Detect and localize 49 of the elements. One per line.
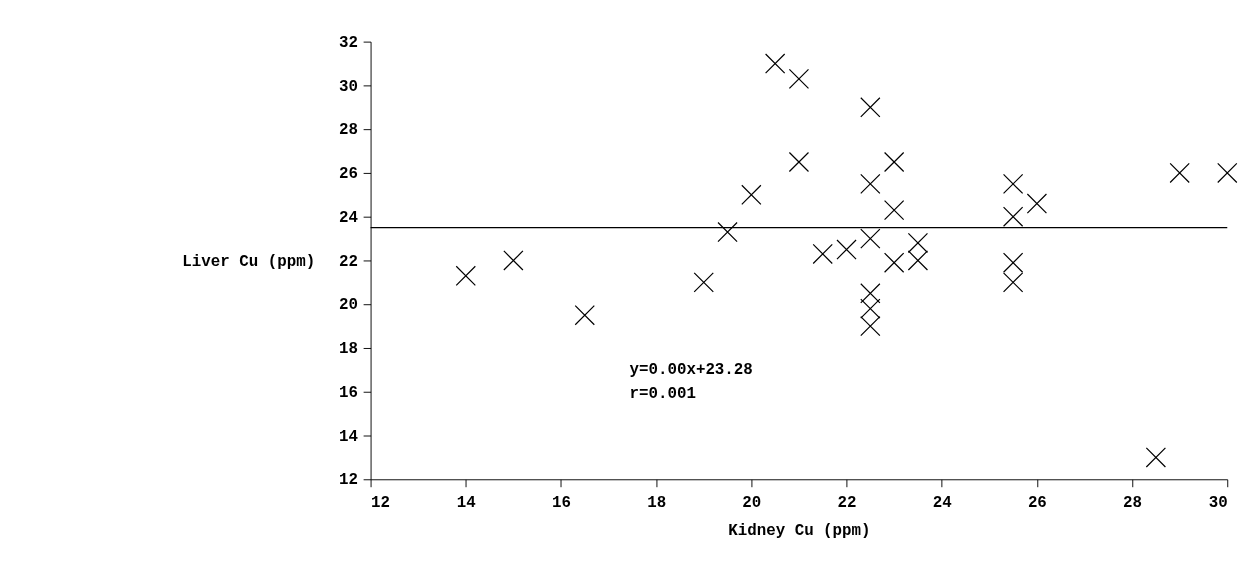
x-tick-label: 18 — [647, 493, 667, 512]
point — [883, 151, 905, 173]
y-tick-label: 26 — [339, 165, 359, 184]
y-tick-label: 20 — [339, 296, 359, 315]
point — [788, 68, 810, 90]
point — [693, 272, 714, 293]
point — [860, 97, 881, 118]
x-tick-label: 30 — [1208, 493, 1228, 512]
point — [836, 239, 857, 260]
x-tick-label: 20 — [742, 493, 762, 512]
point — [860, 173, 881, 195]
x-tick-label: 14 — [456, 493, 477, 512]
y-tick-label: 12 — [339, 471, 359, 490]
point — [812, 243, 833, 265]
point — [1169, 162, 1190, 184]
point — [1002, 173, 1024, 195]
point — [764, 53, 786, 74]
x-axis-title: Kidney Cu (ppm) — [728, 521, 871, 540]
point — [860, 228, 881, 249]
point — [860, 283, 881, 304]
point — [1145, 447, 1167, 468]
point — [1002, 206, 1024, 227]
x-tick-label: 28 — [1123, 493, 1143, 512]
x-tick-label: 26 — [1027, 493, 1047, 512]
y-tick-label: 14 — [339, 427, 359, 446]
y-tick-label: 28 — [339, 121, 359, 140]
y-tick-label: 16 — [339, 383, 359, 402]
y-tick-label: 32 — [339, 33, 359, 52]
point — [503, 250, 524, 271]
x-tick-label: 12 — [371, 493, 391, 512]
point — [1217, 162, 1238, 184]
point — [1026, 193, 1048, 214]
point — [883, 200, 905, 221]
y-tick-label: 30 — [339, 77, 359, 96]
y-axis-title: Liver Cu (ppm) — [182, 252, 316, 271]
annotation: r=0.001 — [629, 385, 696, 404]
point — [883, 252, 905, 273]
x-tick-label: 16 — [551, 493, 571, 512]
annotation: y=0.00x+23.28 — [629, 361, 753, 380]
x-tick-label: 22 — [837, 493, 857, 512]
y-tick-label: 22 — [339, 252, 359, 271]
point — [455, 265, 476, 286]
point — [717, 221, 738, 243]
point — [788, 151, 810, 173]
y-tick-label: 24 — [339, 208, 359, 227]
point — [741, 184, 762, 205]
point — [574, 305, 595, 326]
x-tick-label: 24 — [932, 493, 953, 512]
y-tick-label: 18 — [339, 340, 359, 359]
